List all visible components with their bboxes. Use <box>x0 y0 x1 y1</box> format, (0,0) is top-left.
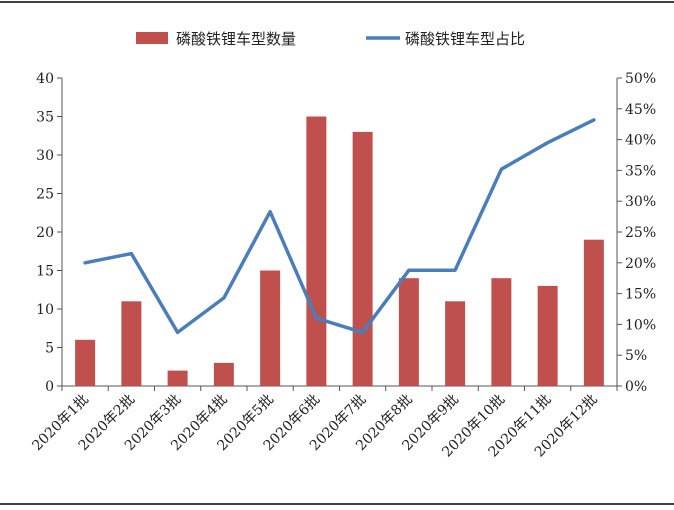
bar <box>213 362 234 386</box>
bar <box>583 239 604 386</box>
y-right-tick-label: 25% <box>625 225 656 241</box>
y-left-tick-label: 35 <box>36 110 54 126</box>
bar <box>491 278 512 386</box>
bar <box>167 370 188 386</box>
y-right-tick-label: 45% <box>625 102 656 118</box>
y-right-tick-label: 50% <box>625 71 656 87</box>
y-right-tick-label: 10% <box>625 317 656 333</box>
y-left-tick-label: 10 <box>36 302 54 318</box>
y-right-tick-label: 40% <box>625 133 656 149</box>
bar <box>260 270 281 386</box>
legend: 磷酸铁锂车型数量 磷酸铁锂车型占比 <box>136 30 525 48</box>
bar-series <box>75 116 604 386</box>
y-left-tick-label: 40 <box>36 71 54 87</box>
bar <box>352 131 373 386</box>
y-left-tick-label: 30 <box>36 148 54 164</box>
y-left-tick-label: 25 <box>36 187 54 203</box>
y-right-tick-label: 0% <box>625 379 647 395</box>
bar <box>445 301 466 386</box>
y-right-tick-label: 30% <box>625 194 656 210</box>
axes: 0 5 10 15 20 25 30 35 40 0% 5% 10% 15% 20% 25% 30% 35% 40… <box>36 71 656 395</box>
bar <box>75 339 96 386</box>
legend-bar-swatch <box>136 32 168 44</box>
y-right-tick-label: 5% <box>625 348 647 364</box>
bar <box>121 301 142 386</box>
y-left-tick-label: 15 <box>36 264 54 280</box>
x-tick-labels: 2020年1批2020年2批2020年3批2020年4批2020年5批2020年… <box>29 392 600 461</box>
y-right-tick-label: 20% <box>625 256 656 272</box>
legend-line-label: 磷酸铁锂车型占比 <box>405 30 525 48</box>
y-right-tick-label: 15% <box>625 287 656 303</box>
y-left-tick-label: 0 <box>45 379 54 395</box>
bar <box>306 116 327 386</box>
y-left-tick-label: 20 <box>36 225 54 241</box>
bar <box>398 278 419 386</box>
legend-bar-label: 磷酸铁锂车型数量 <box>176 30 296 48</box>
ratio-line <box>83 118 596 335</box>
y-left-tick-label: 5 <box>45 341 54 357</box>
bar <box>537 285 558 386</box>
y-right-tick-label: 35% <box>625 163 656 179</box>
line-series <box>83 118 596 335</box>
